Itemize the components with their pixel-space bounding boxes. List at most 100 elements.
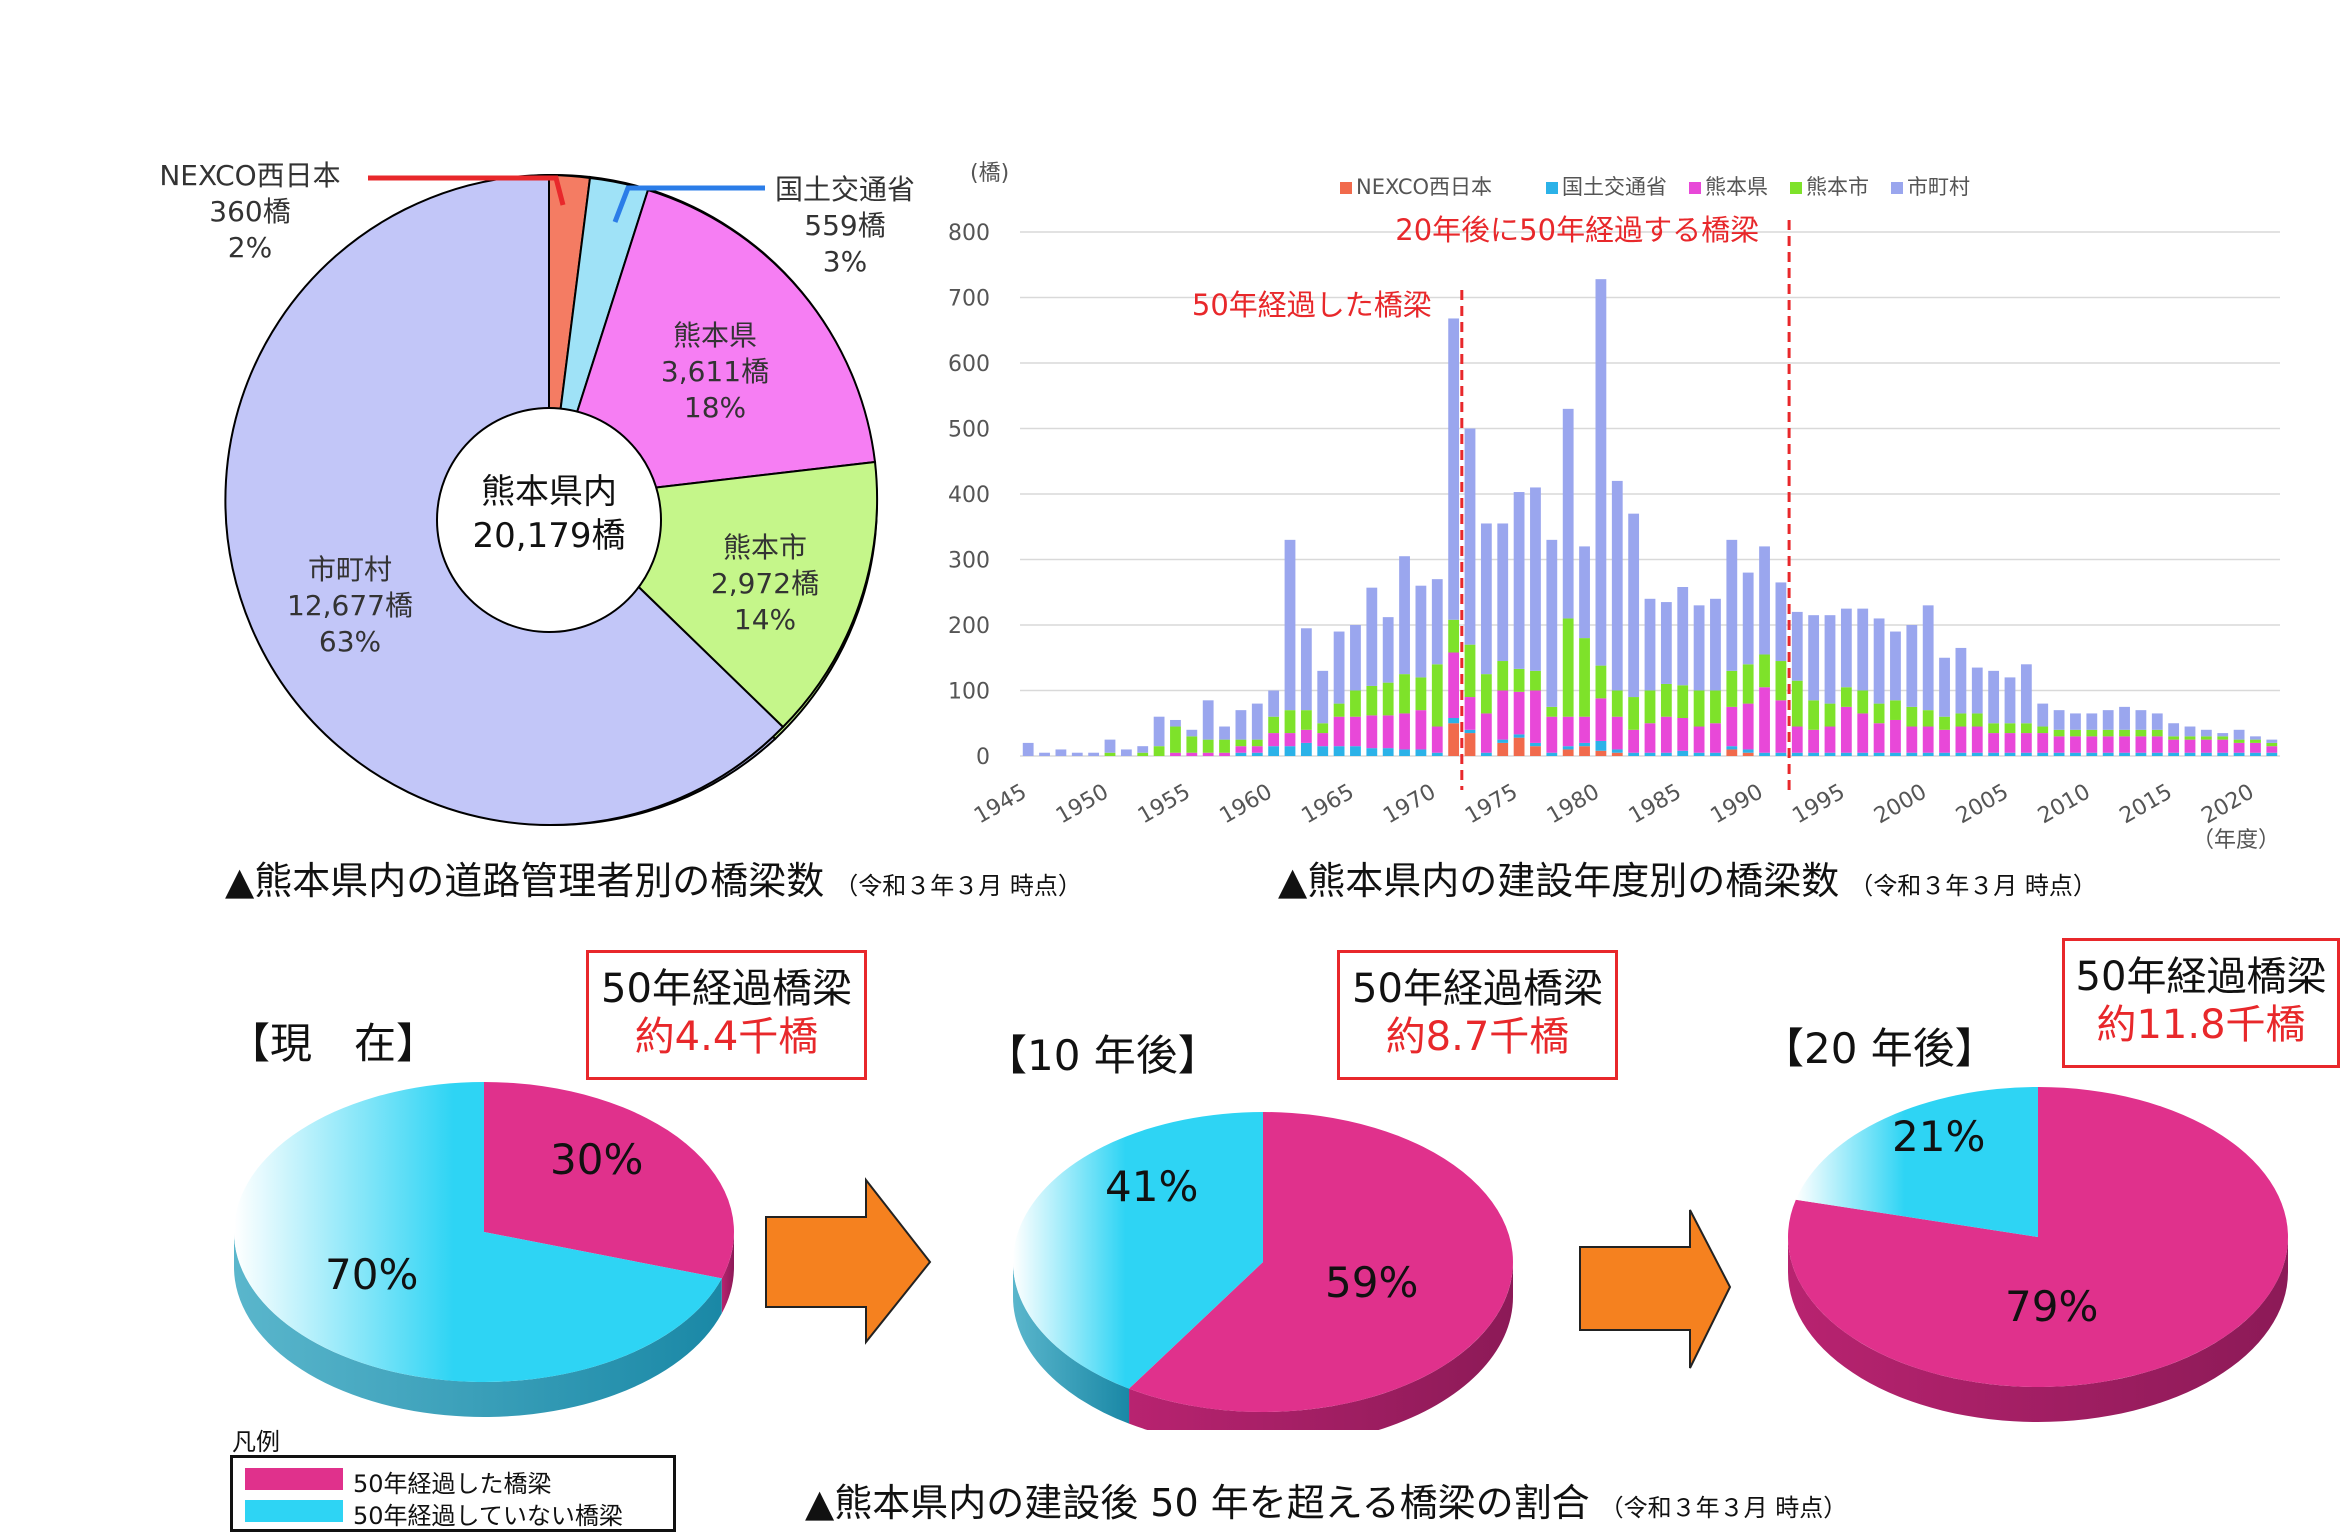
legend-label: NEXCO西日本 [1356,175,1492,199]
bar-segment [2037,752,2049,756]
pie-slice-under50 [1795,1087,2038,1237]
pie-slice-over50 [484,1082,734,1279]
pie-charts [234,1082,2288,1430]
bar-segment [1971,667,1983,714]
bar-segment [1448,718,1460,724]
donut-label-nexco-count: 360橋 [209,195,291,228]
bar-segment [1710,752,1721,756]
bar-segment [1268,690,1280,717]
donut-chart [224,173,878,826]
bar-segment [1693,752,1705,756]
donut-center-line1: 熊本県内 [481,472,617,512]
bar-segment [1350,625,1361,691]
bar-segment [2250,739,2261,743]
bar-segment [1415,585,1427,678]
bar-segment [1644,752,1656,756]
bar-segment [1530,487,1541,671]
legend-swatch [1790,182,1802,194]
bar-segment [1170,719,1181,727]
bar-chart: 0 100 200 300 400 500 600 700 800 (橋) 1945 1950 1955… [948,161,2280,853]
donut-center-line2: 20,179橋 [472,516,626,556]
bar-segment [1562,749,1574,756]
pie-caption: ▲熊本県内の建設後 50 年を超える橋梁の割合 （令和３年３月 時点） [805,1472,1847,1527]
x-tick-label: 2005 [1952,780,2013,830]
bar-segment [1055,749,1067,756]
bar-segment [2200,729,2212,737]
x-tick-label: 2010 [2034,780,2095,830]
bar-segment [1579,638,1590,717]
bar-segment [2151,729,2163,737]
bar-segment [2184,752,2196,756]
pie-period-label-20y: 【20 年後】 [1762,1024,1997,1073]
legend-swatch [1891,182,1903,194]
bar-segment [2266,752,2278,756]
bar-segment [1562,618,1574,717]
bar-segment [1939,716,1950,730]
bar-segment [1513,734,1525,738]
bar-segment [2020,733,2032,753]
x-tick-label: 1990 [1707,780,1768,830]
bar-segment [1890,700,1901,720]
bar-segment [2233,742,2245,753]
bar-segment [2053,736,2065,753]
bar-segment [1497,739,1509,743]
bar-segment [1890,752,1901,756]
bar-segment [1317,670,1329,724]
bar-segment [1284,733,1296,747]
bar-segment [1857,608,1869,691]
bar-segment [1611,749,1623,753]
bar-segment [1644,690,1656,724]
bar-segment [1431,579,1443,665]
pie-box-now: 50年経過橋梁 約4.4千橋 [586,950,867,1080]
bar-segment [1742,703,1754,750]
donut-label-town-pct: 63% [318,625,382,658]
bar-segment [1922,752,1934,756]
bar-segment [1448,652,1460,719]
bar-segment [1579,742,1590,747]
bar-segment [1415,677,1427,711]
bar-segment [1530,746,1541,756]
bar-segment [2168,752,2180,756]
bar-segment [1562,408,1574,619]
bar-segment [2266,742,2278,747]
y-tick-label: 400 [948,483,990,508]
bar-segment [1579,546,1590,639]
bar-segment [1628,513,1640,698]
pie-slice-under50 [1012,1112,1263,1389]
bar-segment [2020,723,2032,734]
bar-segment [1251,703,1263,740]
bar-segment [1219,752,1230,756]
donut-label-city: 熊本市 2,972橋 14% [670,530,860,638]
donut-label-town-count: 12,677橋 [287,589,413,622]
bar-segment [1628,752,1640,756]
bar-segment [1317,733,1329,747]
pie-slice-under50 [234,1082,722,1382]
pie-box-now-line1: 50年経過橋梁 [601,966,852,1012]
pie-20y-under-pct: 21% [1892,1112,1986,1161]
bar-segment [2266,746,2278,753]
bar-segment [2119,736,2130,753]
bar-segment [2217,733,2229,737]
bar-segment [1530,670,1541,691]
bar-segment [2102,729,2114,737]
bar-segment [2070,729,2081,737]
bar-segment [1333,631,1345,704]
bar-segment [2119,706,2130,730]
bar-segment [1840,706,1852,753]
bar-segment [1922,726,1934,753]
bar-segment [1955,713,1967,727]
bar-segment [1431,752,1443,756]
bar-segment [1170,726,1181,753]
bar-segment [2086,752,2098,756]
pie-box-20y: 50年経過橋梁 約11.8千橋 [2062,938,2340,1068]
bar-segment [1791,752,1803,756]
bar-segment [1300,710,1312,730]
bar-segment [2053,752,2065,756]
pie-period-label-now: 【現 在】 [228,1019,439,1068]
pie-side [1129,1262,1513,1430]
pie-legend: 50年経過した橋梁 50年経過していない橋梁 [230,1455,676,1532]
bar-segment [1497,742,1509,756]
bar-segment [1317,746,1329,756]
bar-segment [1448,619,1460,653]
callout-nexco [368,175,566,206]
